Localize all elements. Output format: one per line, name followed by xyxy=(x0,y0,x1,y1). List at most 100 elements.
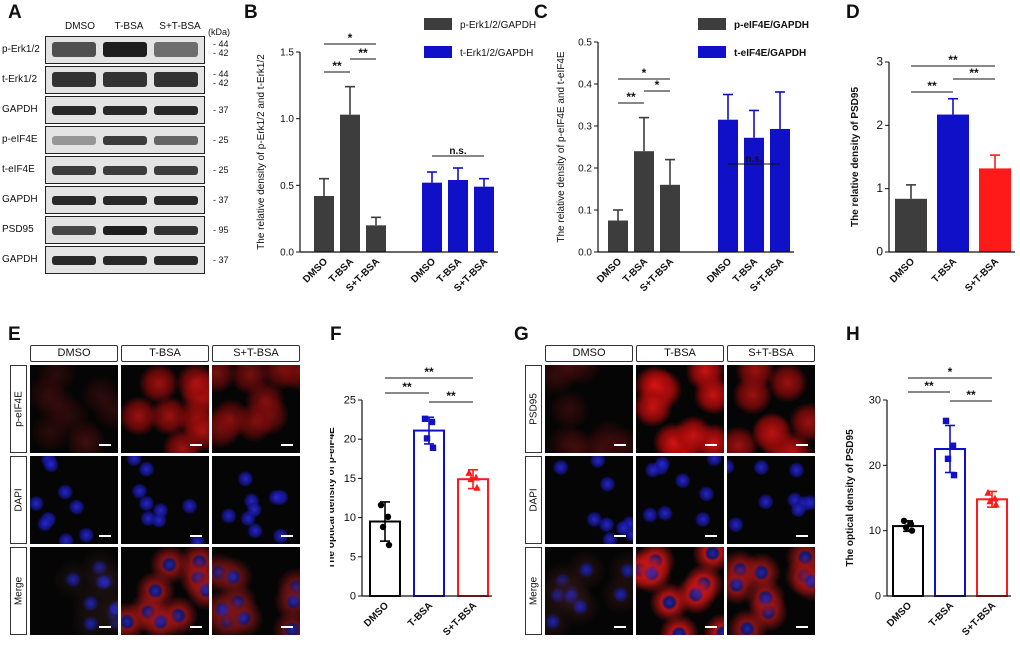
data-point xyxy=(467,475,475,483)
scale-bar xyxy=(796,444,808,446)
scale-bar xyxy=(614,626,626,628)
wb-band-strip xyxy=(45,246,205,274)
data-point xyxy=(907,520,915,528)
wb-row-label: PSD95 xyxy=(2,224,34,235)
significance-label: ** xyxy=(924,379,934,393)
bar xyxy=(744,137,764,252)
bar xyxy=(979,168,1011,252)
data-point xyxy=(950,471,958,479)
wb-row-label: GAPDH xyxy=(2,194,38,205)
wb-band xyxy=(154,136,198,145)
if-row-label-text: DAPI xyxy=(13,488,24,512)
if-image-dapi-0 xyxy=(30,456,118,544)
data-point xyxy=(949,442,957,449)
data-point xyxy=(908,527,916,534)
bar xyxy=(976,498,1008,598)
if-image-merge-0 xyxy=(545,547,633,635)
x-tick-label: S+T-BSA xyxy=(441,600,479,638)
data-point xyxy=(473,483,481,491)
scale-bar xyxy=(281,626,293,628)
wb-mw-value: - 42 xyxy=(213,78,229,88)
wb-mw-value: - 25 xyxy=(213,135,229,145)
wb-band xyxy=(52,42,96,57)
if-row-label: Merge xyxy=(525,547,542,635)
wb-band xyxy=(52,106,96,115)
legend-swatch xyxy=(424,46,452,58)
y-tick-label: 15 xyxy=(344,473,356,485)
wb-band xyxy=(103,72,147,87)
wb-col-dmso: DMSO xyxy=(65,21,95,32)
significance-label: * xyxy=(348,31,353,45)
y-tick-label: 0.3 xyxy=(578,122,592,133)
if-row-label-text: PSD95 xyxy=(528,393,539,425)
scale-bar xyxy=(99,535,111,537)
if-image-merge-2 xyxy=(212,547,300,635)
wb-band xyxy=(154,42,198,57)
bar xyxy=(413,429,445,597)
if-image-merge-0 xyxy=(30,547,118,635)
if-row-label: PSD95 xyxy=(525,365,542,453)
significance-label: ** xyxy=(966,388,976,402)
y-tick-label: 1 xyxy=(876,181,883,195)
y-tick-label: 1.0 xyxy=(280,114,294,125)
if-panel-e: DMSO T-BSA S+T-BSA p-eIF4E DAPI Merge xyxy=(0,345,320,645)
y-tick-label: 2 xyxy=(876,118,883,132)
wb-band xyxy=(154,106,198,115)
bar xyxy=(718,119,738,252)
bar xyxy=(314,196,334,252)
significance-label: ** xyxy=(969,66,979,80)
if-column-header: DMSO xyxy=(545,345,633,362)
legend-label: t-eIF4E/GAPDH xyxy=(734,48,806,59)
y-tick-label: 0.5 xyxy=(578,38,592,49)
wb-mw-value: - 44 xyxy=(213,39,229,49)
if-row-label: p-eIF4E xyxy=(10,365,27,453)
wb-band xyxy=(154,166,198,175)
y-tick-label: 20 xyxy=(869,460,881,472)
wb-band xyxy=(103,226,147,235)
data-point xyxy=(986,497,994,505)
y-tick-label: 0.4 xyxy=(578,80,592,91)
if-column-header: S+T-BSA xyxy=(727,345,815,362)
if-image-merge-2 xyxy=(727,547,815,635)
wb-mw-label: - 44- 42 xyxy=(213,40,229,58)
if-column-header: T-BSA xyxy=(121,345,209,362)
x-tick-label: S+T-BSA xyxy=(960,600,998,638)
wb-mw-label: - 44- 42 xyxy=(213,70,229,88)
bar xyxy=(634,151,654,252)
x-tick-label: DMSO xyxy=(362,600,391,629)
significance-label: n.s. xyxy=(745,154,762,165)
wb-mw-value: - 37 xyxy=(213,195,229,205)
wb-band xyxy=(52,196,96,205)
scale-bar xyxy=(190,626,202,628)
data-point xyxy=(900,517,908,525)
wb-band-strip xyxy=(45,156,205,184)
wb-row-label: t-Erk1/2 xyxy=(2,74,38,85)
x-tick-label: S+T-BSA xyxy=(963,256,1001,294)
wb-band xyxy=(103,166,147,175)
y-tick-label: 10 xyxy=(344,512,356,524)
data-point xyxy=(902,524,910,531)
panel-letter-b: B xyxy=(244,2,258,23)
if-image-merge-1 xyxy=(636,547,724,635)
y-tick-label: 30 xyxy=(869,395,881,407)
wb-band xyxy=(154,226,198,235)
data-point xyxy=(421,415,429,423)
x-tick-label: DMSO xyxy=(409,256,438,285)
y-tick-label: 1.5 xyxy=(280,48,294,59)
if-row-label: DAPI xyxy=(10,456,27,544)
if-image-psd95-0 xyxy=(545,365,633,453)
significance-label: ** xyxy=(446,389,456,403)
wb-mw-label: - 95 xyxy=(213,226,229,235)
bar xyxy=(448,180,468,252)
x-tick-label: DMSO xyxy=(595,256,624,285)
if-row-label: Merge xyxy=(10,547,27,635)
bar xyxy=(770,128,790,252)
data-point xyxy=(465,468,473,476)
x-tick-label: DMSO xyxy=(301,256,330,285)
y-tick-label: 0.1 xyxy=(578,206,592,217)
y-tick-label: 0 xyxy=(876,245,883,259)
significance-label: * xyxy=(642,66,647,80)
scale-bar xyxy=(281,535,293,537)
y-tick-label: 0 xyxy=(875,591,881,603)
wb-col-tbsa: T-BSA xyxy=(114,21,144,32)
